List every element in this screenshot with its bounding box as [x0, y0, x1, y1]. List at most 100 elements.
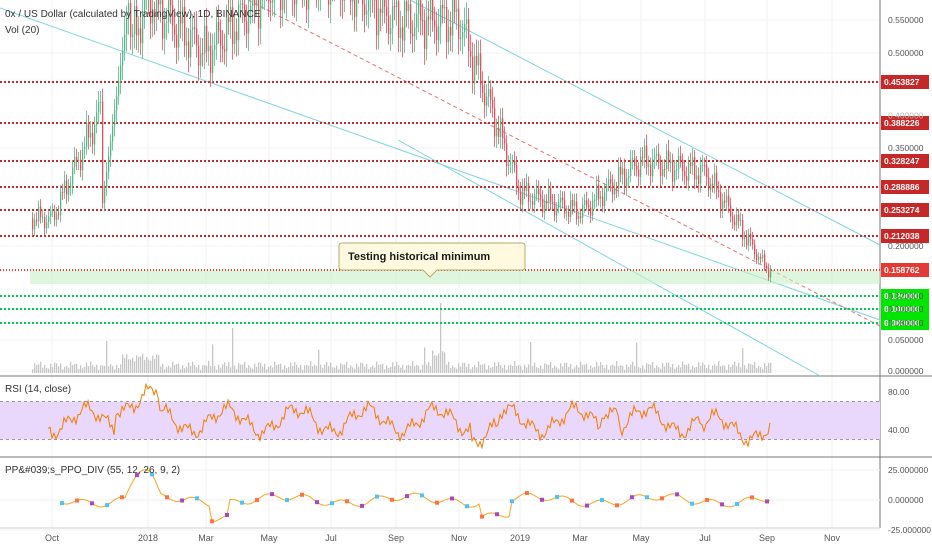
- candle-body: [426, 16, 428, 49]
- candle-body: [618, 166, 620, 189]
- volume-bar: [672, 363, 674, 373]
- ppo-divergence-marker: [435, 500, 439, 505]
- candle-body: [768, 268, 770, 278]
- volume-bar: [154, 358, 156, 373]
- candle-body: [472, 56, 474, 81]
- volume-bar: [54, 362, 56, 373]
- candle-body: [254, 0, 256, 6]
- volume-bar: [116, 364, 118, 373]
- candle-body: [70, 185, 72, 189]
- volume-bar: [84, 366, 86, 373]
- ppo-pane[interactable]: 25.000000 0.000000 -25.000000: [0, 465, 931, 535]
- volume-bar: [354, 368, 356, 373]
- candle-body: [626, 178, 628, 188]
- candle-body: [568, 212, 570, 217]
- candle-body: [236, 31, 238, 41]
- volume-bar: [458, 363, 460, 373]
- support-zone-rect[interactable]: [30, 270, 880, 284]
- volume-bar: [758, 365, 760, 373]
- resistance-level-label-bg: [881, 75, 929, 89]
- volume-bar: [292, 366, 294, 373]
- candle-body: [650, 164, 652, 177]
- volume-bar: [434, 355, 436, 373]
- candle-body: [460, 37, 462, 39]
- rsi-pane[interactable]: 80.00 40.00: [0, 382, 910, 450]
- candle-body: [124, 34, 126, 51]
- volume-bar: [558, 368, 560, 373]
- volume-bar: [76, 363, 78, 373]
- candle-body: [352, 0, 354, 2]
- candle-body: [670, 160, 672, 164]
- volume-bar: [694, 367, 696, 373]
- candle-body: [608, 179, 610, 186]
- resistance-level-label-bg: [881, 203, 929, 217]
- price-tick-label: 0.080000: [888, 318, 924, 328]
- volume-bar: [482, 364, 484, 373]
- volume-bar: [566, 362, 568, 373]
- candle-body: [686, 176, 688, 181]
- resistance-level-label: 0.288886: [884, 182, 920, 192]
- volume-bar: [214, 365, 216, 373]
- time-label: Jul: [325, 533, 337, 543]
- volume-bar: [310, 361, 312, 373]
- candle-body: [156, 0, 158, 17]
- annotation-callout[interactable]: Testing historical minimum: [338, 242, 526, 278]
- time-label: Sep: [759, 533, 775, 543]
- horizontal-levels[interactable]: 0.453827 0.388226 0.328247 0.288886 0.253274…: [0, 75, 929, 330]
- candle-body: [510, 162, 512, 165]
- volume-bar: [206, 365, 208, 373]
- volume-bar: [250, 367, 252, 373]
- candle-body: [154, 12, 156, 17]
- volume-bar: [220, 367, 222, 373]
- volume-bar: [718, 361, 720, 373]
- ppo-divergence-marker: [585, 503, 589, 508]
- volume-bar: [78, 369, 80, 373]
- candle-body: [376, 0, 378, 36]
- volume-bar: [380, 364, 382, 373]
- candle-body: [64, 180, 66, 193]
- volume-bar: [584, 364, 586, 373]
- candle-body: [194, 27, 196, 29]
- volume-bar: [424, 347, 426, 373]
- candle-body: [560, 197, 562, 203]
- candle-body: [658, 154, 660, 163]
- candle-body: [524, 186, 526, 191]
- candle-body: [238, 4, 240, 41]
- volume-bar: [448, 361, 450, 373]
- resistance-level-label-bg: [881, 229, 929, 243]
- candle-body: [120, 65, 122, 81]
- trend-line-lower[interactable]: [397, 139, 821, 377]
- candle-body: [470, 50, 472, 57]
- volume-bar: [420, 369, 422, 373]
- volume-bar: [438, 353, 440, 373]
- volume-bar: [502, 367, 504, 373]
- candle-body: [434, 20, 436, 27]
- candle-body: [708, 177, 710, 190]
- candle-body: [166, 21, 168, 23]
- candle-body: [182, 6, 184, 24]
- volume-bar: [668, 362, 670, 373]
- volume-bar: [490, 367, 492, 373]
- volume-bar: [222, 364, 224, 373]
- volume-bar: [528, 364, 530, 373]
- volume-bar: [64, 366, 66, 373]
- support-zone[interactable]: [30, 270, 880, 284]
- ppo-divergence-marker: [480, 514, 484, 519]
- candle-body: [252, 0, 254, 6]
- volume-bar: [466, 366, 468, 373]
- candle-body: [40, 206, 42, 218]
- volume-bar: [234, 365, 236, 373]
- rsi-line[interactable]: [47, 382, 771, 450]
- candle-body: [198, 45, 200, 66]
- volume-bar: [318, 349, 320, 373]
- ppo-divergence-marker: [630, 495, 634, 500]
- volume-bar: [328, 366, 330, 373]
- candle-body: [616, 188, 618, 190]
- candle-body: [140, 28, 142, 44]
- candle-body: [610, 179, 612, 183]
- volume-bar: [402, 364, 404, 373]
- candle-body: [218, 22, 220, 31]
- volume-bar: [616, 361, 618, 373]
- volume-bar: [228, 362, 230, 373]
